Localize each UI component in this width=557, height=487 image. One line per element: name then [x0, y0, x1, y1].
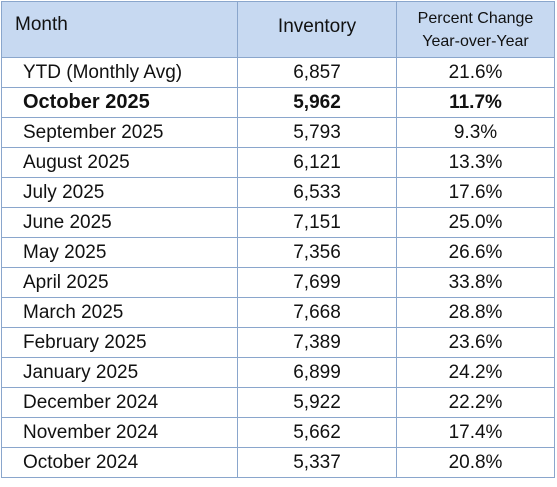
- header-row: Month Inventory Percent Change Year-over…: [1, 1, 555, 58]
- table-row: April 2025 7,699 33.8%: [1, 267, 555, 298]
- percent-change-cell: 24.2%: [396, 357, 555, 388]
- table-row: June 2025 7,151 25.0%: [1, 207, 555, 238]
- percent-change-cell: 20.8%: [396, 447, 555, 478]
- percent-change-cell: 17.4%: [396, 417, 555, 448]
- inventory-table: Month Inventory Percent Change Year-over…: [1, 1, 555, 478]
- header-inventory: Inventory: [237, 1, 397, 58]
- month-cell: YTD (Monthly Avg): [1, 57, 238, 88]
- inventory-cell: 7,699: [237, 267, 397, 298]
- header-percent-change-line2: Year-over-Year: [422, 32, 529, 50]
- table-row: January 2025 6,899 24.2%: [1, 357, 555, 388]
- table-body: YTD (Monthly Avg) 6,857 21.6% October 2025 5…: [1, 57, 555, 478]
- inventory-cell: 5,793: [237, 117, 397, 148]
- percent-change-cell: 13.3%: [396, 147, 555, 178]
- inventory-cell: 5,962: [237, 87, 397, 118]
- percent-change-cell: 11.7%: [396, 87, 555, 118]
- percent-change-cell: 22.2%: [396, 387, 555, 418]
- table-row: October 2024 5,337 20.8%: [1, 447, 555, 478]
- inventory-cell: 5,337: [237, 447, 397, 478]
- header-percent-change-line1: Percent Change: [417, 9, 534, 27]
- month-cell: March 2025: [1, 297, 238, 328]
- header-month: Month: [1, 1, 238, 58]
- table-row: December 2024 5,922 22.2%: [1, 387, 555, 418]
- table-row: September 2025 5,793 9.3%: [1, 117, 555, 148]
- percent-change-cell: 33.8%: [396, 267, 555, 298]
- table-row: October 2025 5,962 11.7%: [1, 87, 555, 118]
- header-percent-change: Percent Change Year-over-Year: [396, 1, 555, 58]
- inventory-cell: 5,922: [237, 387, 397, 418]
- percent-change-cell: 28.8%: [396, 297, 555, 328]
- inventory-cell: 7,389: [237, 327, 397, 358]
- inventory-cell: 5,662: [237, 417, 397, 448]
- table-row: July 2025 6,533 17.6%: [1, 177, 555, 208]
- inventory-cell: 7,151: [237, 207, 397, 238]
- inventory-cell: 7,356: [237, 237, 397, 268]
- table-row: August 2025 6,121 13.3%: [1, 147, 555, 178]
- table-row: March 2025 7,668 28.8%: [1, 297, 555, 328]
- month-cell: April 2025: [1, 267, 238, 298]
- month-cell: August 2025: [1, 147, 238, 178]
- table-header: Month Inventory Percent Change Year-over…: [1, 1, 555, 58]
- percent-change-cell: 17.6%: [396, 177, 555, 208]
- inventory-cell: 6,857: [237, 57, 397, 88]
- table-row: February 2025 7,389 23.6%: [1, 327, 555, 358]
- inventory-cell: 6,533: [237, 177, 397, 208]
- percent-change-cell: 26.6%: [396, 237, 555, 268]
- inventory-cell: 7,668: [237, 297, 397, 328]
- month-cell: January 2025: [1, 357, 238, 388]
- month-cell: February 2025: [1, 327, 238, 358]
- inventory-cell: 6,899: [237, 357, 397, 388]
- month-cell: October 2025: [1, 87, 238, 118]
- percent-change-cell: 25.0%: [396, 207, 555, 238]
- percent-change-cell: 23.6%: [396, 327, 555, 358]
- percent-change-cell: 21.6%: [396, 57, 555, 88]
- month-cell: October 2024: [1, 447, 238, 478]
- month-cell: July 2025: [1, 177, 238, 208]
- month-cell: December 2024: [1, 387, 238, 418]
- month-cell: November 2024: [1, 417, 238, 448]
- percent-change-cell: 9.3%: [396, 117, 555, 148]
- inventory-cell: 6,121: [237, 147, 397, 178]
- month-cell: September 2025: [1, 117, 238, 148]
- table-row: May 2025 7,356 26.6%: [1, 237, 555, 268]
- month-cell: June 2025: [1, 207, 238, 238]
- table-row: November 2024 5,662 17.4%: [1, 417, 555, 448]
- month-cell: May 2025: [1, 237, 238, 268]
- table-row: YTD (Monthly Avg) 6,857 21.6%: [1, 57, 555, 88]
